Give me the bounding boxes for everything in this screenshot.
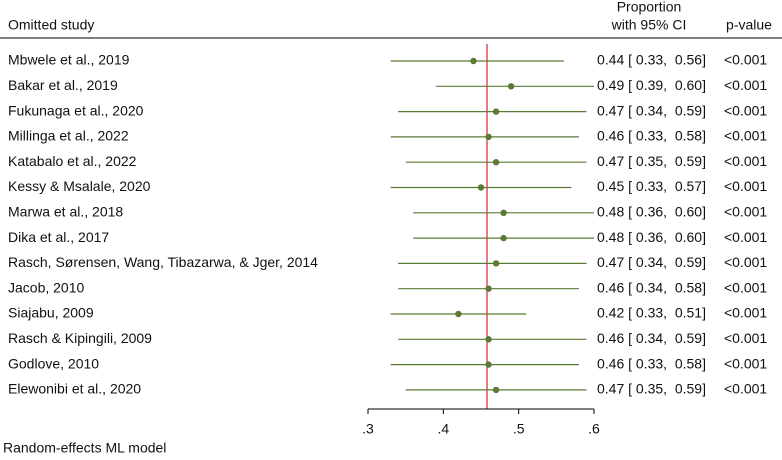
study-label: Elewonibi et al., 2020 (8, 381, 141, 397)
point-estimate (492, 386, 500, 394)
study-label: Mbwele et al., 2019 (8, 52, 130, 68)
ci-label: 0.46 [ 0.34, 0.58] (597, 279, 706, 295)
p-value: <0.001 (724, 279, 767, 295)
study-label: Millinga et al., 2022 (8, 128, 129, 144)
p-value: <0.001 (724, 52, 767, 68)
study-header: Omitted study (8, 17, 94, 33)
point-estimate (477, 184, 485, 191)
study-label: Jacob, 2010 (8, 279, 84, 295)
p-header: p-value (726, 17, 772, 33)
point-estimate (470, 57, 477, 65)
point-estimate (492, 260, 500, 267)
ci-label: 0.47 [ 0.34, 0.59] (597, 254, 706, 270)
ci-label: 0.44 [ 0.33, 0.56] (597, 52, 706, 68)
study-label: Marwa et al., 2018 (8, 204, 123, 220)
x-tick-label: .5 (513, 421, 525, 437)
point-estimate (485, 285, 492, 292)
point-estimate (492, 108, 500, 115)
p-value: <0.001 (724, 381, 767, 397)
p-value: <0.001 (724, 153, 767, 169)
ci-label: 0.46 [ 0.33, 0.58] (597, 355, 706, 371)
p-value: <0.001 (724, 229, 767, 245)
ci-label: 0.46 [ 0.34, 0.59] (597, 330, 706, 346)
ci-label: 0.45 [ 0.33, 0.57] (597, 178, 706, 194)
ci-label: 0.48 [ 0.36, 0.60] (597, 204, 706, 220)
ci-label: 0.42 [ 0.33, 0.51] (597, 305, 706, 321)
p-value: <0.001 (724, 128, 767, 144)
study-label: Kessy & Msalale, 2020 (8, 178, 151, 194)
p-value: <0.001 (724, 178, 767, 194)
study-label: Rasch, Sørensen, Wang, Tibazarwa, & Jger… (8, 254, 318, 270)
study-label: Katabalo et al., 2022 (8, 153, 137, 169)
ci-header: with 95% CI (611, 17, 687, 33)
ci-label: 0.48 [ 0.36, 0.60] (597, 229, 706, 245)
point-estimate (455, 310, 462, 318)
x-tick-label: .6 (588, 421, 600, 437)
study-label: Godlove, 2010 (8, 355, 99, 371)
study-label: Siajabu, 2009 (8, 305, 94, 321)
ci-label: 0.47 [ 0.34, 0.59] (597, 102, 706, 118)
point-estimate (500, 209, 507, 216)
ci-label: 0.49 [ 0.39, 0.60] (597, 77, 706, 93)
study-label: Bakar et al., 2019 (8, 77, 118, 93)
point-estimate (485, 133, 492, 141)
p-value: <0.001 (724, 77, 767, 93)
p-value: <0.001 (724, 204, 767, 220)
point-estimate (485, 336, 492, 343)
p-value: <0.001 (724, 330, 767, 346)
ci-label: 0.47 [ 0.35, 0.59] (597, 381, 706, 397)
point-estimate (492, 159, 500, 166)
ci-label: 0.47 [ 0.35, 0.59] (597, 153, 706, 169)
ci-header: Proportion (617, 0, 682, 15)
p-value: <0.001 (724, 355, 767, 371)
point-estimate (507, 83, 515, 90)
p-value: <0.001 (724, 254, 767, 270)
p-value: <0.001 (724, 102, 767, 118)
footnote: Random-effects ML model (3, 440, 166, 456)
study-label: Rasch & Kipingili, 2009 (8, 330, 152, 346)
x-tick-label: .4 (437, 421, 449, 437)
point-estimate (500, 234, 507, 242)
study-label: Fukunaga et al., 2020 (8, 102, 144, 118)
ci-label: 0.46 [ 0.33, 0.58] (597, 128, 706, 144)
p-value: <0.001 (724, 305, 767, 321)
point-estimate (485, 361, 492, 368)
study-label: Dika et al., 2017 (8, 229, 109, 245)
x-tick-label: .3 (362, 421, 374, 437)
